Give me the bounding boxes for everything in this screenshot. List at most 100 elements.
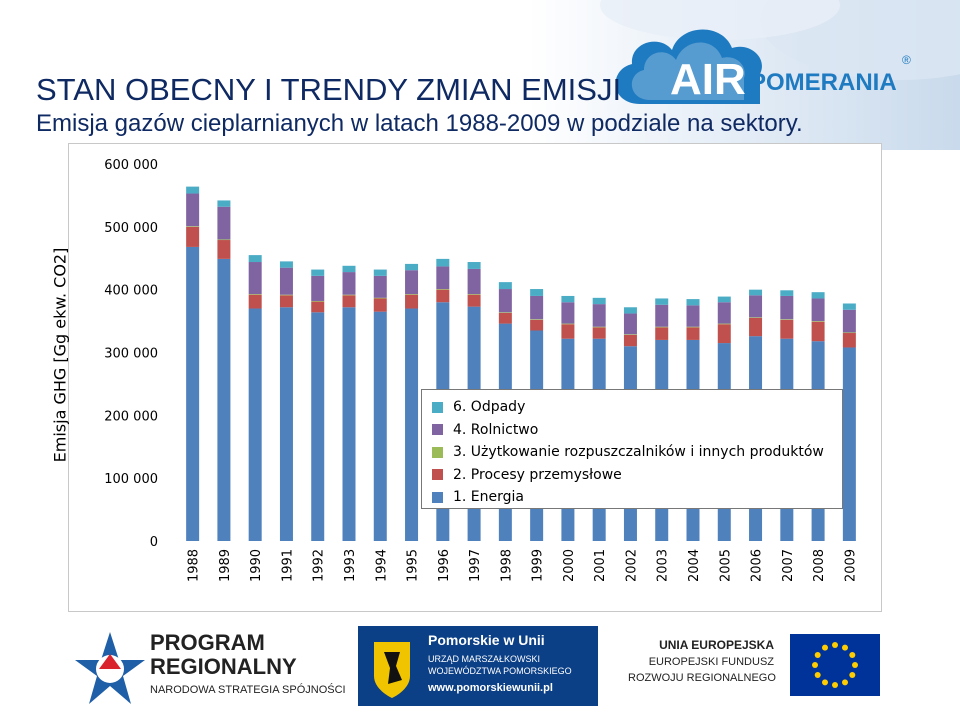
bar-segment [405, 294, 419, 309]
bar-segment [811, 292, 825, 299]
bar-segment [530, 319, 544, 320]
x-tick-label: 2003 [656, 549, 671, 582]
x-tick-label: 1991 [280, 549, 295, 582]
bar-segment [217, 239, 231, 241]
bar-segment [655, 327, 669, 340]
eu-flag-icon [790, 634, 880, 696]
sky-decoration [0, 0, 960, 150]
x-tick-label: 2009 [843, 549, 858, 582]
bar-segment [780, 295, 794, 320]
bar-segment [217, 206, 231, 240]
bar-segment [561, 302, 575, 324]
eu-star [812, 662, 818, 668]
x-tick-label: 1990 [249, 549, 264, 582]
x-tick-label: 1992 [312, 549, 327, 582]
bar-segment [655, 326, 669, 328]
bar-segment [842, 347, 856, 541]
bar-segment [405, 294, 419, 295]
bar-segment [592, 326, 606, 328]
bar-segment [467, 294, 481, 295]
bar-segment [780, 290, 794, 296]
bar-segment [311, 269, 325, 276]
x-tick-label: 2007 [781, 549, 796, 582]
pomorskie-w-unii-logo: Pomorskie w Unii URZĄD MARSZAŁKOWSKI WOJ… [358, 626, 598, 706]
bar-segment [405, 263, 419, 271]
x-tick-label: 1996 [437, 549, 452, 582]
bar-segment [623, 307, 637, 314]
bar-segment [780, 319, 794, 320]
x-tick-label: 1997 [468, 549, 483, 582]
pomorskie-line1: URZĄD MARSZAŁKOWSKI [428, 654, 541, 664]
legend-swatch [432, 401, 443, 413]
header-sky-background [0, 0, 960, 150]
bar-segment [717, 324, 731, 344]
page-title: STAN OBECNY I TRENDY ZMIAN EMISJI [36, 72, 622, 107]
bar-segment [279, 295, 293, 308]
bar-segment [342, 265, 356, 273]
y-axis-label-text: Emisja GHG [Gg ekw. CO2] [50, 247, 70, 463]
y-tick-label: 200 000 [104, 409, 158, 424]
bar-segment [311, 312, 325, 541]
air-pomerania-logo: AIR POMERANIA ® [600, 12, 940, 122]
bar-segment [717, 302, 731, 324]
footer-logos: PROGRAM REGIONALNY NARODOWA STRATEGIA SP… [0, 612, 960, 720]
eu-star [852, 662, 858, 668]
eu-star [832, 642, 838, 648]
x-tick-label: 1998 [499, 549, 514, 582]
bar-segment [248, 262, 262, 295]
bar-segment [436, 258, 450, 267]
bar-segment [842, 309, 856, 333]
y-tick-label: 0 [150, 535, 158, 550]
bar-segment [342, 295, 356, 308]
bar-segment [186, 226, 200, 227]
bar-segment [811, 321, 825, 322]
bar-segment [373, 298, 387, 312]
bar-segment [248, 308, 262, 541]
bar-segment [561, 295, 575, 303]
eu-star [822, 644, 828, 651]
x-tick-label: 2002 [624, 549, 639, 582]
eu-star [822, 679, 828, 686]
x-tick-label: 2001 [593, 549, 608, 582]
bar-segment [342, 294, 356, 296]
y-tick-label: 600 000 [104, 158, 158, 173]
logo-air-text: AIR [670, 55, 746, 104]
legend-item: 2. Procesy przemysłowe [432, 464, 832, 487]
legend-item: 3. Użytkowanie rozpuszczalników i innych… [432, 441, 832, 464]
bar-segment [780, 319, 794, 339]
legend-label: 3. Użytkowanie rozpuszczalników i innych… [453, 444, 824, 461]
program-line3: NARODOWA STRATEGIA SPÓJNOŚCI [150, 684, 346, 696]
legend-label: 6. Odpady [453, 399, 526, 416]
bar-segment [311, 301, 325, 313]
bar-segment [467, 268, 481, 295]
bar-segment [623, 313, 637, 335]
x-tick-label: 1989 [218, 549, 233, 582]
bar-segment [530, 319, 544, 331]
logo-registered-mark: ® [902, 53, 911, 67]
pomorskie-title: Pomorskie w Unii [428, 632, 545, 648]
bar-segment [749, 317, 763, 337]
bar-segment [842, 332, 856, 334]
bar-segment [655, 304, 669, 327]
bar-segment [279, 294, 293, 296]
bar-segment [248, 294, 262, 295]
program-line1: PROGRAM [150, 630, 265, 655]
bar-segment [530, 289, 544, 296]
legend-label: 1. Energia [453, 489, 525, 506]
bar-segment [342, 307, 356, 541]
eu-star [814, 672, 821, 678]
x-tick-label: 1995 [406, 549, 421, 582]
bar-segment [749, 295, 763, 318]
program-regionalny-logo: PROGRAM REGIONALNY NARODOWA STRATEGIA SP… [75, 624, 346, 714]
bar-segment [405, 270, 419, 295]
bar-segment [717, 296, 731, 303]
bar-segment [217, 200, 231, 207]
eu-star [832, 682, 838, 688]
legend-swatch [432, 469, 443, 481]
x-tick-label: 1993 [343, 549, 358, 582]
legend-item: 4. Rolnictwo [432, 419, 832, 442]
x-tick-label: 1988 [187, 549, 202, 582]
eu-flag-star-icon [75, 632, 145, 704]
bar-segment [686, 299, 700, 306]
logo-pomerania-text: POMERANIA [750, 69, 897, 96]
